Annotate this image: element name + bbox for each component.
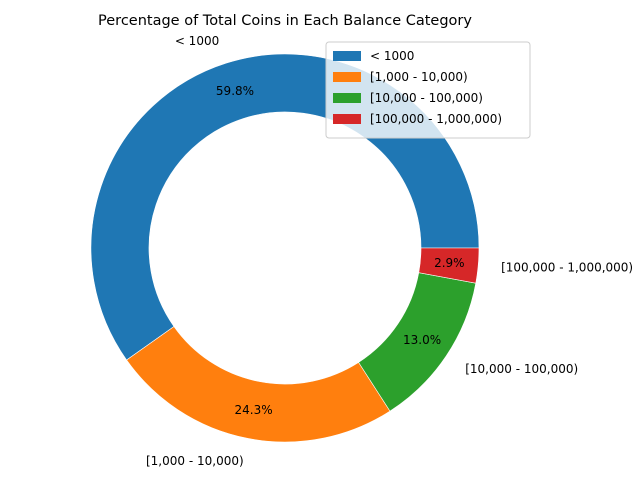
slice-100-000-1-000-000 (418, 247, 480, 284)
slice-pct-label: 2.9% (434, 256, 465, 270)
legend-swatch-10-000-100-000 (333, 93, 361, 103)
slice-pct-label: 13.0% (403, 333, 441, 347)
labels-group: 59.8% < 1000 24.3% [1,000 - 10,000) 13.0% [10… (146, 34, 633, 468)
slice-1-000-10-000 (126, 326, 391, 443)
legend-label: < 1000 (370, 49, 414, 63)
slice-pct-label: 24.3% (235, 403, 273, 417)
slice-outer-label: [100,000 - 1,000,000) (501, 261, 633, 275)
legend-label: [10,000 - 100,000) (370, 91, 483, 105)
legend-label: [1,000 - 10,000) (370, 70, 468, 84)
slice-outer-label: [1,000 - 10,000) (146, 454, 244, 468)
slice-pct-label: 59.8% (216, 84, 254, 98)
legend-frame (325, 41, 531, 139)
legend-swatch-1000 (333, 51, 361, 61)
legend-swatch-1-000-10-000 (333, 72, 361, 82)
legend-swatch-100-000-1-000-000 (333, 114, 361, 124)
chart-title: Percentage of Total Coins in Each Balanc… (98, 13, 472, 29)
legend: < 1000 [1,000 - 10,000) [10,000 - 100,000)… (325, 41, 531, 139)
slice-outer-label: < 1000 (175, 34, 219, 48)
slice-outer-label: [10,000 - 100,000) (465, 362, 578, 376)
legend-label: [100,000 - 1,000,000) (370, 112, 502, 126)
